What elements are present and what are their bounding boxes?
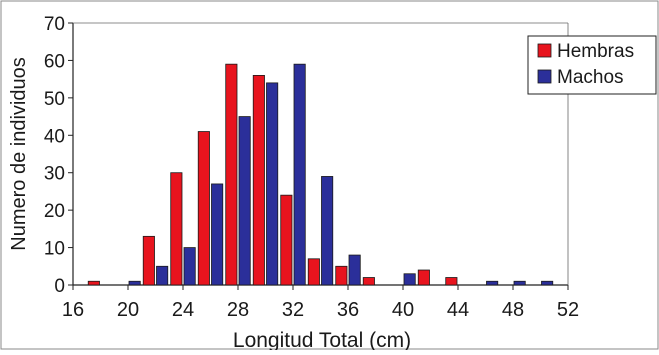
x-tick-label: 28 [227,299,249,321]
y-tick-label: 0 [54,276,65,297]
bar-machos-24 [183,247,196,286]
x-tick-label: 16 [62,299,84,321]
y-tick-label: 10 [44,239,65,260]
bar-hembras-26 [197,131,210,286]
y-tick-label: 50 [44,89,65,110]
bars [87,63,554,286]
bar-hembras-28 [225,63,238,286]
bar-hembras-44 [445,277,458,286]
bar-hembras-38 [362,277,375,286]
bar-machos-36 [348,254,361,286]
bar-hembras-42 [417,269,430,286]
bar-hembras-32 [280,194,293,286]
x-tick-label: 44 [447,299,469,321]
bar-hembras-24 [170,172,183,286]
bar-machos-30 [266,82,279,286]
y-tick-label: 40 [44,126,65,147]
axes: 0 10 20 30 40 50 60 70 16 20 24 28 32 36 40 44 48 52 [44,14,579,321]
legend-label-hembras: Hembras [557,41,634,62]
bar-machos-48 [513,280,526,286]
bar-machos-46 [486,280,499,286]
legend-swatch-machos [537,69,552,84]
bar-machos-26 [211,183,224,286]
x-tick-label: 24 [172,299,194,321]
bar-machos-50 [541,280,554,286]
legend: Hembras Machos [527,35,657,95]
x-tick-label: 52 [557,299,579,321]
legend-swatch-hembras [537,43,552,58]
y-ticks: 0 10 20 30 40 50 60 70 [44,14,73,297]
bar-machos-40 [403,273,416,286]
x-tick-label: 36 [337,299,359,321]
bar-hembras-30 [252,75,265,286]
bar-hembras-36 [335,265,348,286]
bar-machos-28 [238,116,251,286]
legend-label-machos: Machos [557,67,624,88]
bar-hembras-34 [307,258,320,286]
bar-machos-34 [321,176,334,286]
x-tick-label: 48 [502,299,524,321]
bar-machos-20 [128,280,141,286]
y-tick-label: 60 [44,51,65,72]
x-ticks: 16 20 24 28 32 36 40 44 48 52 [62,285,579,321]
bar-machos-32 [293,63,306,286]
x-tick-label: 32 [282,299,304,321]
bar-hembras-22 [142,235,155,286]
bar-machos-22 [156,265,169,286]
x-tick-label: 20 [117,299,139,321]
x-axis-label: Longitud Total (cm) [233,329,411,350]
y-tick-label: 30 [44,164,65,185]
y-axis-label: Numero de individuos [8,57,30,250]
x-tick-label: 40 [392,299,414,321]
y-tick-label: 70 [44,14,65,35]
bar-hembras-18 [87,280,100,286]
y-tick-label: 20 [44,201,65,222]
